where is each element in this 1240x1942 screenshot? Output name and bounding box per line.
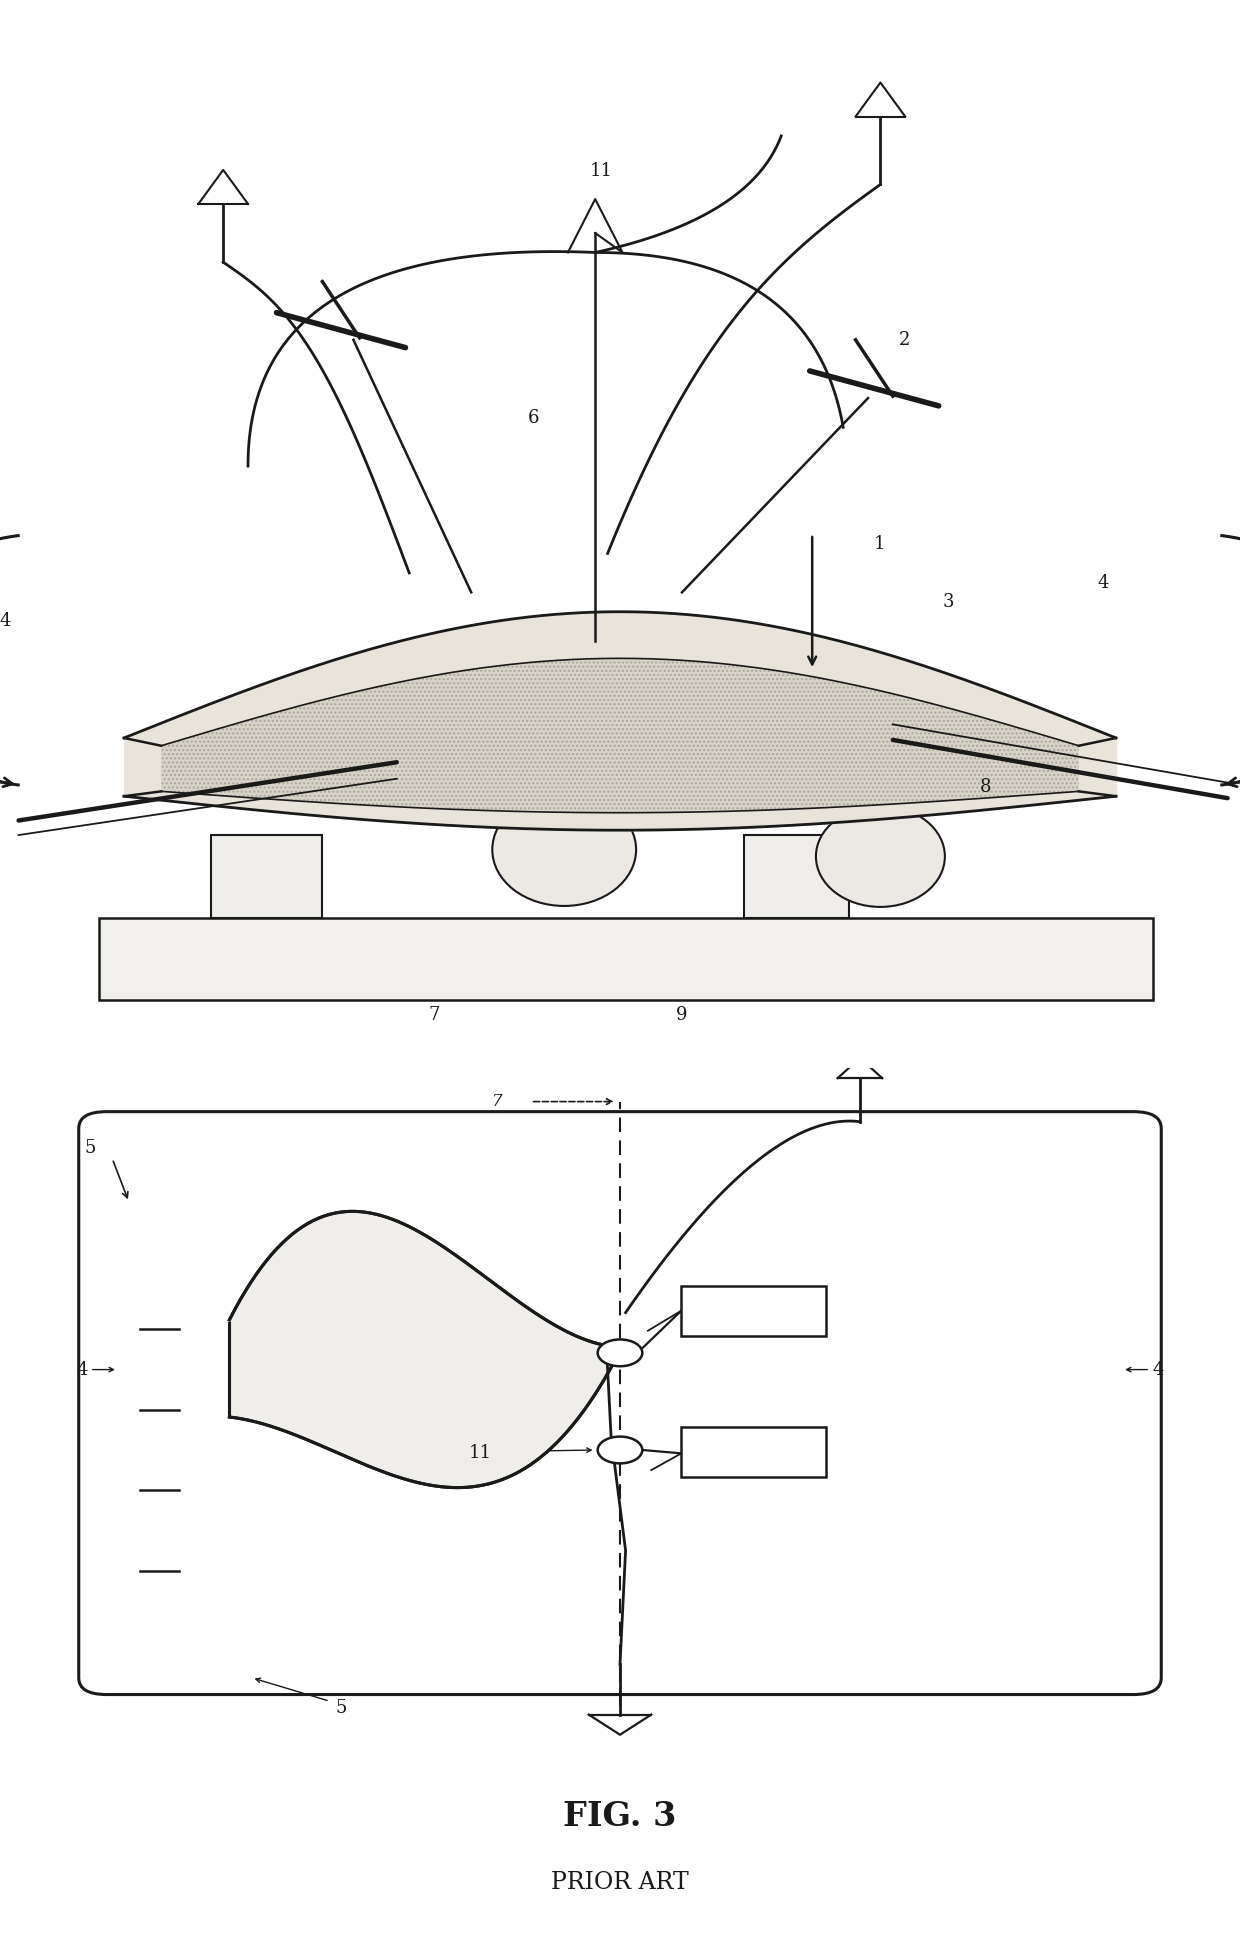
Text: 7: 7: [428, 1006, 440, 1025]
Text: 11: 11: [469, 1445, 491, 1462]
Text: 4: 4: [1097, 573, 1109, 592]
Text: 9: 9: [676, 1006, 688, 1025]
Text: 2: 2: [899, 330, 910, 350]
Text: 7: 7: [492, 1093, 502, 1111]
Text: 8: 8: [980, 777, 991, 796]
Bar: [744, 835, 849, 919]
Bar: [211, 835, 322, 919]
Circle shape: [598, 1437, 642, 1464]
Bar: [682, 1427, 826, 1476]
Circle shape: [598, 1340, 642, 1367]
Bar: [682, 1286, 826, 1336]
Text: PRIOR ART: PRIOR ART: [551, 1872, 689, 1895]
Text: 5: 5: [335, 1699, 347, 1717]
Text: 4: 4: [1152, 1361, 1163, 1379]
Bar: [99, 919, 1153, 1000]
Text: 4: 4: [77, 1361, 88, 1379]
Circle shape: [492, 792, 636, 907]
Text: 11: 11: [590, 161, 613, 179]
Text: 1: 1: [874, 534, 885, 553]
Text: 3: 3: [942, 592, 954, 612]
Circle shape: [816, 806, 945, 907]
FancyBboxPatch shape: [79, 1111, 1161, 1695]
Text: 6: 6: [527, 408, 539, 427]
Text: 5: 5: [84, 1140, 95, 1157]
Text: FIG. 3: FIG. 3: [563, 1800, 677, 1833]
Polygon shape: [229, 1212, 620, 1488]
Text: 4: 4: [0, 612, 11, 631]
